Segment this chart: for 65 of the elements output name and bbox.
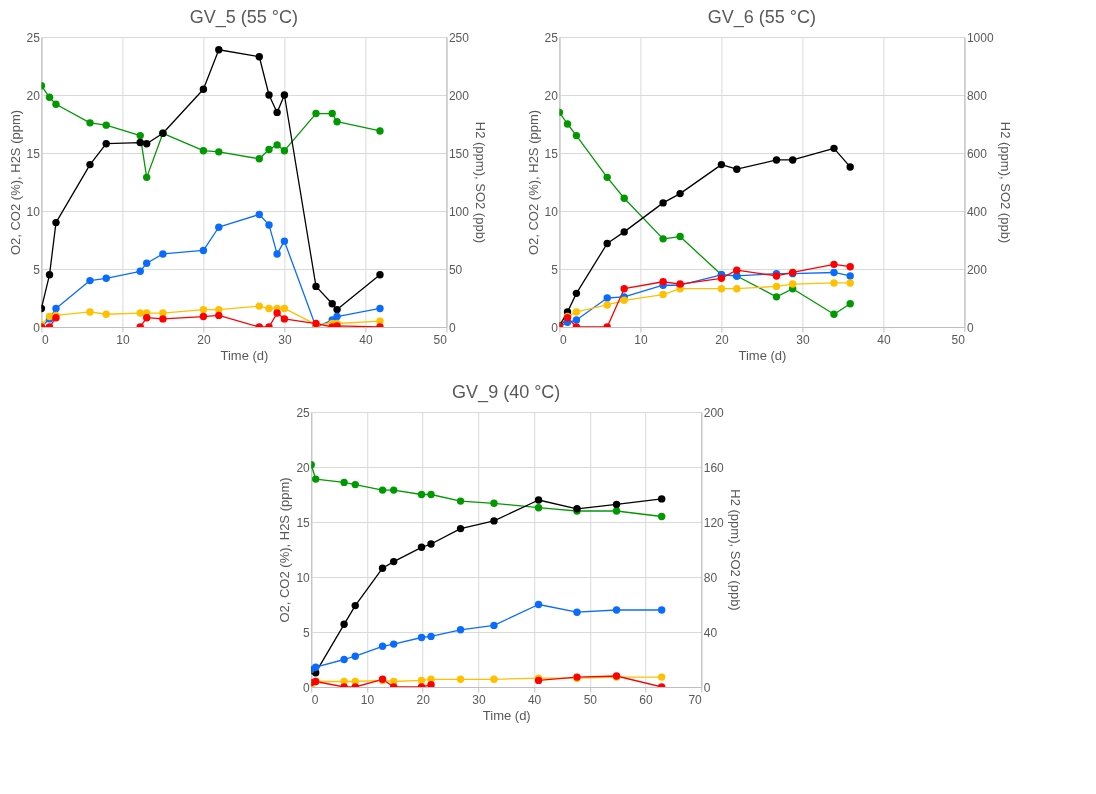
y-axis-title: O2, CO2 (%), H2S (ppm) bbox=[7, 109, 23, 256]
y-axis-title: O2, CO2 (%), H2S (ppm) bbox=[277, 477, 293, 623]
x-axis-title: Time (d) bbox=[482, 707, 531, 723]
x-tick-label: 50 bbox=[433, 332, 448, 347]
y-tick-label: 15 bbox=[544, 146, 559, 161]
x-tick-label: 60 bbox=[639, 692, 654, 707]
y2-tick-label: 160 bbox=[703, 460, 725, 475]
y2-tick-label: 0 bbox=[966, 320, 974, 335]
y-tick-label: 20 bbox=[544, 88, 559, 103]
y2-tick-label: 0 bbox=[703, 680, 711, 695]
y2-tick-label: 250 bbox=[448, 30, 470, 45]
y-tick-label: 0 bbox=[33, 320, 41, 335]
y-tick-label: 5 bbox=[33, 262, 41, 277]
y-tick-label: 25 bbox=[544, 30, 559, 45]
x-tick-label: 20 bbox=[197, 332, 211, 347]
y2-axis-title: H2 (ppm), SO2 (ppb) bbox=[997, 121, 1013, 244]
y2-tick-label: 1000 bbox=[966, 30, 994, 45]
y-tick-label: 15 bbox=[296, 515, 311, 530]
x-tick-label: 50 bbox=[951, 332, 966, 347]
y2-tick-label: 200 bbox=[966, 262, 988, 277]
x-tick-label: 30 bbox=[796, 332, 810, 347]
y2-tick-label: 100 bbox=[448, 204, 470, 219]
y2-tick-label: 50 bbox=[448, 262, 463, 277]
x-tick-label: 10 bbox=[360, 692, 375, 707]
y2-tick-label: 120 bbox=[703, 515, 725, 530]
y2-axis-title: H2 (ppm), SO2 (ppb) bbox=[727, 489, 743, 611]
y-tick-label: 25 bbox=[26, 30, 41, 45]
y2-tick-label: 400 bbox=[966, 204, 988, 219]
x-tick-label: 40 bbox=[359, 332, 373, 347]
x-axis-title: Time (d) bbox=[738, 347, 787, 363]
y-tick-label: 10 bbox=[26, 204, 41, 219]
y-tick-label: 10 bbox=[544, 204, 559, 219]
y-tick-label: 20 bbox=[26, 88, 41, 103]
y2-tick-label: 0 bbox=[448, 320, 456, 335]
y2-tick-label: 200 bbox=[448, 88, 470, 103]
y-tick-label: 10 bbox=[296, 570, 311, 585]
x-tick-label: 40 bbox=[877, 332, 891, 347]
chart-title: GV_6 (55 °C) bbox=[707, 7, 817, 28]
y-tick-label: 20 bbox=[296, 460, 311, 475]
y-tick-label: 5 bbox=[551, 262, 559, 277]
x-tick-label: 10 bbox=[116, 332, 130, 347]
x-tick-label: 20 bbox=[715, 332, 729, 347]
y-axis-title: O2, CO2 (%), H2S (ppm) bbox=[525, 109, 541, 256]
chart-title: GV_5 (55 °C) bbox=[189, 7, 299, 28]
y-tick-label: 5 bbox=[303, 625, 311, 640]
y-tick-label: 0 bbox=[551, 320, 559, 335]
x-tick-label: 20 bbox=[416, 692, 431, 707]
y2-tick-label: 40 bbox=[703, 625, 718, 640]
y2-axis-title: H2 (ppm), SO2 (ppb) bbox=[472, 121, 488, 244]
y-tick-label: 25 bbox=[296, 405, 311, 420]
y2-tick-label: 800 bbox=[966, 88, 988, 103]
x-tick-label: 10 bbox=[634, 332, 648, 347]
y2-tick-label: 150 bbox=[448, 146, 470, 161]
y2-tick-label: 200 bbox=[703, 405, 725, 420]
x-tick-label: 30 bbox=[472, 692, 486, 707]
x-tick-label: 40 bbox=[527, 692, 542, 707]
chart-title: GV_9 (40 °C) bbox=[452, 382, 561, 403]
y2-tick-label: 80 bbox=[703, 570, 718, 585]
y-tick-label: 15 bbox=[26, 146, 41, 161]
x-tick-label: 50 bbox=[583, 692, 598, 707]
y2-tick-label: 600 bbox=[966, 146, 988, 161]
x-tick-label: 30 bbox=[278, 332, 292, 347]
x-tick-label: 70 bbox=[688, 692, 703, 707]
y-tick-label: 0 bbox=[303, 680, 311, 695]
x-axis-title: Time (d) bbox=[220, 347, 269, 363]
